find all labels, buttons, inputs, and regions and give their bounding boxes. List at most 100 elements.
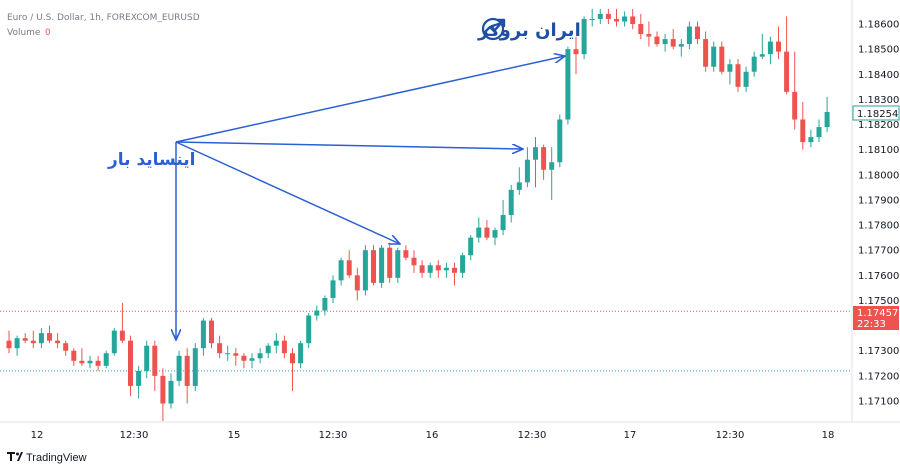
price-tick-label: 1.18500 xyxy=(858,45,899,56)
candle-body xyxy=(508,189,514,216)
candle xyxy=(160,368,166,422)
candle xyxy=(727,59,733,85)
candle xyxy=(55,333,61,349)
price-tick-label: 1.18400 xyxy=(858,70,899,81)
candle xyxy=(71,348,77,366)
candle-body xyxy=(30,340,36,344)
candle xyxy=(338,257,344,286)
price-tick-label: 1.17800 xyxy=(858,221,899,232)
candle-body xyxy=(22,338,28,341)
candle xyxy=(119,302,125,344)
countdown-value: 22:33 xyxy=(857,319,886,330)
candle-body xyxy=(225,353,231,355)
candle-body xyxy=(654,36,660,45)
candle-body xyxy=(111,330,117,354)
candle-body xyxy=(443,267,449,271)
candle-body xyxy=(168,380,174,404)
candle-body xyxy=(322,297,328,311)
candle-body xyxy=(241,355,247,361)
candle-body xyxy=(800,119,806,143)
candle-body xyxy=(427,265,433,273)
candle xyxy=(354,267,360,301)
candle xyxy=(751,51,757,77)
candle-body xyxy=(306,315,312,344)
candle xyxy=(322,295,328,316)
candle-body xyxy=(776,41,781,52)
candle-body xyxy=(314,310,320,316)
candle xyxy=(22,333,28,344)
tradingview-footer[interactable]: TradingView xyxy=(7,452,87,464)
current-price-tag: 1.18254 xyxy=(852,105,900,121)
arrow-inside-bar xyxy=(175,141,400,244)
candle xyxy=(776,26,781,60)
candle xyxy=(136,365,142,399)
candle-body xyxy=(573,49,579,55)
time-tick-label: 15 xyxy=(228,430,241,441)
candle-body xyxy=(735,64,741,87)
candle-body xyxy=(622,16,628,22)
candle xyxy=(719,41,725,75)
candle-body xyxy=(38,333,44,344)
candle xyxy=(403,245,409,261)
candle xyxy=(209,318,214,349)
time-axis[interactable]: 12 12:30 15 12:30 16 12:30 17 12:30 18 xyxy=(31,430,835,441)
price-tick-label: 1.18100 xyxy=(858,145,899,156)
volume-label: Volume xyxy=(7,28,41,38)
candle xyxy=(273,333,279,354)
candle xyxy=(241,353,247,369)
candle xyxy=(808,129,814,148)
candle-body xyxy=(55,340,61,344)
arrow-mid xyxy=(175,141,523,149)
time-tick-label: 12 xyxy=(31,430,44,441)
candle-body xyxy=(160,375,166,404)
candle-body xyxy=(638,24,644,35)
candle-body xyxy=(379,247,385,283)
annotation-label: اینساید بار xyxy=(107,150,196,170)
candle xyxy=(330,275,336,303)
time-tick-label: 17 xyxy=(624,430,637,441)
candle xyxy=(298,340,304,369)
candle-body xyxy=(557,119,563,163)
candle xyxy=(646,21,652,47)
candle-body xyxy=(103,353,109,366)
candle-body xyxy=(711,46,717,67)
candle xyxy=(630,8,636,30)
candle-body xyxy=(492,230,498,238)
candle-body xyxy=(541,147,547,170)
candle-body xyxy=(330,280,336,298)
candle-body xyxy=(281,340,287,354)
candle xyxy=(670,29,676,50)
candle-body xyxy=(686,26,692,45)
symbol-legend: Euro / U.S. Dollar, 1h, FOREXCOM_EURUSD xyxy=(7,13,200,23)
price-tick-label: 1.18000 xyxy=(858,170,899,181)
candle xyxy=(508,184,514,223)
candle xyxy=(306,313,312,349)
candle xyxy=(176,350,182,386)
candle xyxy=(476,217,482,243)
candle-body xyxy=(395,250,401,278)
candle-body xyxy=(719,46,725,72)
candle-body xyxy=(87,360,93,364)
candle xyxy=(265,343,271,359)
trend-arrow-icon xyxy=(481,17,506,41)
price-tick-label: 1.18300 xyxy=(858,95,899,106)
candle-body xyxy=(119,330,125,341)
candle-body xyxy=(662,39,668,45)
candle xyxy=(816,119,822,143)
candle-body xyxy=(630,16,636,24)
price-tick-label: 1.17700 xyxy=(858,246,899,257)
candle xyxy=(573,36,579,75)
time-tick-label: 12:30 xyxy=(518,430,547,441)
candle-body xyxy=(484,227,490,238)
candle-body xyxy=(808,137,814,143)
candle xyxy=(662,34,668,52)
candle-body xyxy=(695,26,700,40)
candle xyxy=(257,348,263,364)
last-close-value: 1.17457 xyxy=(857,308,898,319)
candle-body xyxy=(233,353,239,356)
candle xyxy=(314,305,320,321)
candle xyxy=(362,245,368,296)
